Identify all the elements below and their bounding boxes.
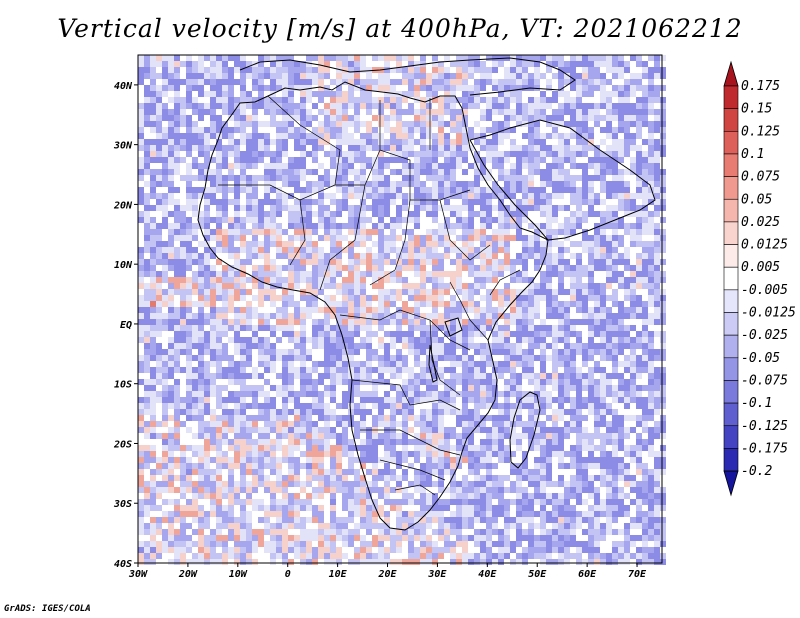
colorbar-swatch [723, 448, 739, 472]
colorbar-top-arrow [723, 60, 739, 87]
colorbar-label: -0.175 [741, 441, 788, 456]
colorbar-swatch [723, 425, 739, 449]
colorbar-label: -0.075 [741, 373, 788, 388]
colorbar-label: 0.075 [741, 170, 780, 185]
africa-coastline [197, 81, 549, 531]
x-tick-label: 60E [578, 569, 597, 580]
colorbar-swatch [723, 131, 739, 155]
arabia-coastline [469, 119, 656, 241]
colorbar-swatch [723, 85, 739, 109]
colorbar-swatch [723, 221, 739, 245]
y-tick-label: 30S [113, 499, 132, 510]
colorbar-swatch [723, 153, 739, 177]
europe-coastline [239, 57, 576, 96]
x-tick-label: 10E [329, 569, 348, 580]
grads-credit: GrADS: IGES/COLA [4, 604, 91, 614]
colorbar-label: -0.1 [741, 396, 772, 411]
axis-ticks: 30W 20W 10W 0 10E 20E 30E 40E 50E 60E 70E 40S 30S 20S… [113, 81, 647, 580]
colorbar-swatch [723, 198, 739, 223]
x-tick-label: 30W [128, 569, 148, 580]
y-tick-label: 40N [114, 81, 133, 92]
x-tick-label: 50E [528, 569, 547, 580]
x-tick-label: 0 [285, 569, 291, 580]
colorbar-label: 0.025 [741, 215, 780, 230]
colorbar-label: 0.175 [741, 79, 780, 94]
map-title: Vertical velocity [m/s] at 400hPa, VT: 2… [57, 14, 743, 43]
colorbar: 0.175 0.15 0.125 0.1 0.075 0.05 0.025 0.0125 0.0… [723, 60, 796, 497]
colorbar-label: -0.125 [741, 419, 788, 434]
x-tick-label: 20W [178, 569, 198, 580]
colorbar-label: 0.005 [741, 260, 780, 275]
coastline-borders [197, 57, 656, 531]
y-tick-label: EQ [120, 320, 132, 331]
colorbar-label: -0.2 [741, 464, 772, 479]
y-tick-label: 20N [113, 200, 133, 211]
x-tick-label: 10W [229, 569, 248, 580]
colorbar-swatch [723, 176, 739, 200]
y-tick-label: 20S [113, 439, 132, 450]
y-tick-label: 30N [113, 141, 133, 152]
colorbar-swatch [723, 108, 739, 132]
colorbar-swatch [723, 357, 739, 381]
y-tick-label: 10N [114, 260, 133, 271]
map-frame [137, 54, 663, 564]
lake-victoria [444, 317, 463, 337]
colorbar-swatch [723, 334, 739, 359]
colorbar-label: -0.0125 [741, 306, 796, 321]
colorbar-label: -0.005 [741, 283, 788, 298]
colorbar-label: 0.1 [741, 147, 764, 162]
colorbar-swatch [723, 312, 739, 336]
x-tick-label: 20E [377, 569, 397, 580]
colorbar-swatch [723, 289, 739, 313]
colorbar-label: 0.125 [741, 124, 780, 139]
colorbar-label: -0.025 [741, 328, 788, 343]
colorbar-label: -0.05 [741, 351, 780, 366]
madagascar-coastline [509, 391, 541, 469]
colorbar-label: 0.05 [741, 192, 772, 207]
y-tick-label: 40S [114, 559, 132, 570]
colorbar-swatch [723, 380, 739, 404]
y-tick-label: 10S [114, 380, 132, 391]
x-tick-label: 70E [628, 569, 647, 580]
colorbar-swatch [723, 402, 739, 427]
colorbar-label: 0.15 [741, 102, 772, 117]
lake-tanganyika [428, 344, 438, 383]
colorbar-swatch [723, 244, 739, 268]
colorbar-label: 0.0125 [741, 238, 788, 253]
velocity-field [138, 55, 666, 565]
colorbar-swatch [723, 266, 739, 291]
x-tick-label: 40E [478, 569, 497, 580]
borders [218, 95, 521, 496]
x-tick-label: 30E [427, 569, 447, 580]
colorbar-bottom-arrow [723, 470, 739, 497]
